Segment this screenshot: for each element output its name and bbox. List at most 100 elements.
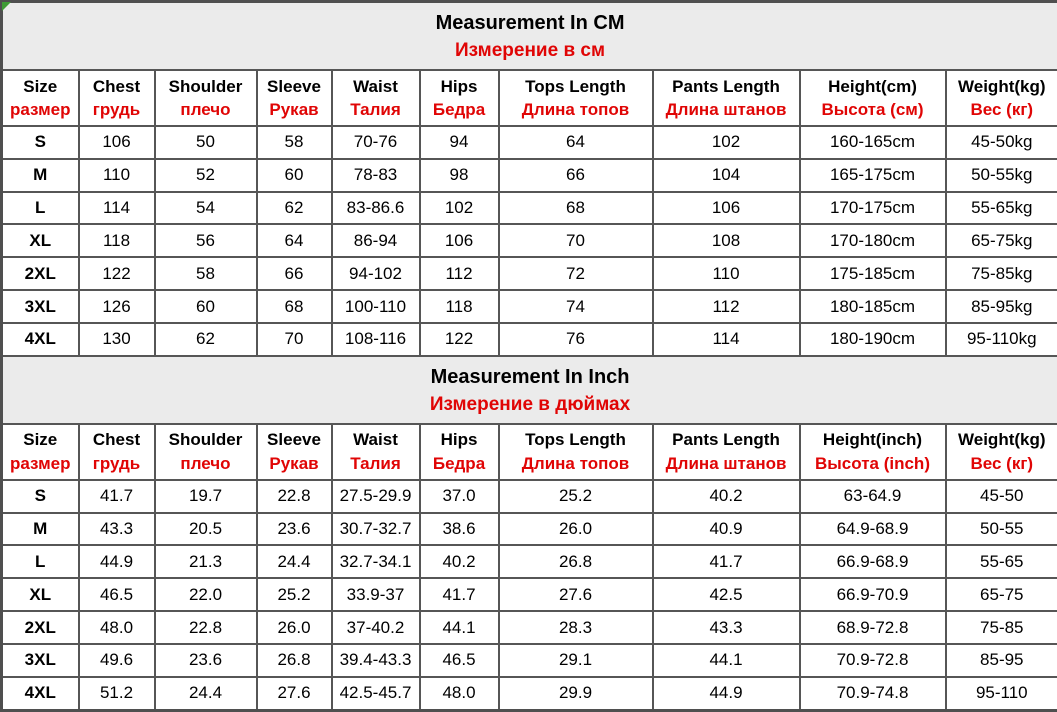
- size-label-cell: XL: [0, 577, 80, 613]
- table-row: S 106 50 58 70-76 94 64 102 160-165cm 45-50kg: [0, 125, 1057, 160]
- column-header-label-ru: Талия: [350, 100, 401, 120]
- value-cell: 66: [497, 157, 654, 193]
- value-cell: 114: [651, 321, 801, 357]
- value-cell: 50-55: [944, 511, 1057, 547]
- value-cell: 74: [497, 289, 654, 324]
- value-cell: 58: [153, 256, 258, 292]
- value-cell: 106: [418, 223, 500, 259]
- value-cell: 85-95kg: [944, 289, 1057, 324]
- column-header-shoulder: Shoulder плечо: [153, 69, 258, 127]
- value-cell: 106: [651, 190, 801, 226]
- size-label-cell: S: [0, 478, 80, 514]
- value-cell: 29.1: [497, 642, 654, 678]
- value-cell: 64: [255, 223, 333, 259]
- column-header-label-ru: Длина штанов: [665, 454, 787, 474]
- column-header-tops-length: Tops Length Длина топов: [497, 69, 654, 127]
- value-cell: 25.2: [255, 577, 333, 613]
- column-header-label-en: Height(inch): [822, 430, 923, 450]
- value-cell: 60: [255, 157, 333, 193]
- value-cell: 70.9-74.8: [798, 675, 947, 712]
- column-header-chest: Chest грудь: [77, 422, 156, 481]
- column-header-sleeve: Sleeve Рукав: [255, 422, 333, 481]
- size-label-cell: 3XL: [0, 289, 80, 324]
- column-header-weight-kg: Weight(kg) Вес (кг): [944, 69, 1057, 127]
- column-header-size: Size размер: [0, 69, 80, 127]
- value-cell: 24.4: [153, 675, 258, 712]
- column-header-sleeve: Sleeve Рукав: [255, 69, 333, 127]
- value-cell: 94: [418, 125, 500, 160]
- value-cell: 68.9-72.8: [798, 610, 947, 645]
- value-cell: 54: [153, 190, 258, 226]
- value-cell: 112: [418, 256, 500, 292]
- value-cell: 49.6: [77, 642, 156, 678]
- value-cell: 50: [153, 125, 258, 160]
- column-header-label-en: Sleeve: [267, 430, 321, 450]
- column-header-height-inch: Height(inch) Высота (inch): [798, 422, 947, 481]
- table-row: 3XL 126 60 68 100-110 118 74 112 180-185cm 85-95k…: [0, 289, 1057, 324]
- value-cell: 20.5: [153, 511, 258, 547]
- size-label-cell: 4XL: [0, 675, 80, 712]
- column-header-weight-kg: Weight(kg) Вес (кг): [944, 422, 1057, 481]
- value-cell: 40.2: [418, 544, 500, 580]
- column-header-label-ru: Длина штанов: [665, 100, 787, 120]
- value-cell: 122: [77, 256, 156, 292]
- value-cell: 108: [651, 223, 801, 259]
- value-cell: 45-50: [944, 478, 1057, 514]
- value-cell: 22.8: [153, 610, 258, 645]
- value-cell: 110: [77, 157, 156, 193]
- column-header-height-cm: Height(cm) Высота (см): [798, 69, 947, 127]
- value-cell: 32.7-34.1: [330, 544, 421, 580]
- table-row: L 114 54 62 83-86.6 102 68 106 170-175cm 55-65kg: [0, 190, 1057, 226]
- size-label-cell: S: [0, 125, 80, 160]
- section-title: Measurement In Inch: [430, 365, 630, 388]
- value-cell: 22.8: [255, 478, 333, 514]
- column-header-label-ru: Рукав: [269, 100, 319, 120]
- value-cell: 64.9-68.9: [798, 511, 947, 547]
- value-cell: 126: [77, 289, 156, 324]
- table-row: 3XL 49.6 23.6 26.8 39.4-43.3 46.5 29.1 44.1 70.9…: [0, 642, 1057, 678]
- column-header-pants-length: Pants Length Длина штанов: [651, 422, 801, 481]
- value-cell: 44.9: [651, 675, 801, 712]
- value-cell: 66: [255, 256, 333, 292]
- column-header-label-en: Waist: [353, 430, 398, 450]
- value-cell: 86-94: [330, 223, 421, 259]
- value-cell: 83-86.6: [330, 190, 421, 226]
- value-cell: 70: [497, 223, 654, 259]
- value-cell: 26.8: [255, 642, 333, 678]
- value-cell: 70-76: [330, 125, 421, 160]
- value-cell: 70.9-72.8: [798, 642, 947, 678]
- table-row: M 43.3 20.5 23.6 30.7-32.7 38.6 26.0 40.9 64.9-6…: [0, 511, 1057, 547]
- value-cell: 75-85kg: [944, 256, 1057, 292]
- column-header-label-en: Waist: [353, 76, 398, 96]
- column-header-label-en: Height(cm): [828, 76, 917, 96]
- column-header-label-en: Pants Length: [672, 76, 780, 96]
- value-cell: 66.9-68.9: [798, 544, 947, 580]
- column-header-label-en: Weight(kg): [958, 76, 1046, 96]
- size-label-cell: XL: [0, 223, 80, 259]
- column-header-row: Size размер Chest грудь Shoulder плечо Sleeve Р…: [0, 69, 1057, 127]
- column-header-chest: Chest грудь: [77, 69, 156, 127]
- value-cell: 175-185cm: [798, 256, 947, 292]
- value-cell: 62: [255, 190, 333, 226]
- value-cell: 94-102: [330, 256, 421, 292]
- value-cell: 63-64.9: [798, 478, 947, 514]
- value-cell: 44.1: [418, 610, 500, 645]
- value-cell: 165-175cm: [798, 157, 947, 193]
- value-cell: 26.0: [497, 511, 654, 547]
- column-header-tops-length: Tops Length Длина топов: [497, 422, 654, 481]
- column-header-label-en: Chest: [92, 76, 141, 96]
- column-header-row: Size размер Chest грудь Shoulder плечо Sleeve Р…: [0, 422, 1057, 481]
- value-cell: 64: [497, 125, 654, 160]
- section-title-cell: Measurement In Inch Измерение в дюймах: [0, 354, 1057, 425]
- value-cell: 39.4-43.3: [330, 642, 421, 678]
- section-band-row: Measurement In Inch Измерение в дюймах: [0, 354, 1057, 425]
- value-cell: 60: [153, 289, 258, 324]
- corner-marker-icon: [2, 2, 11, 11]
- value-cell: 43.3: [77, 511, 156, 547]
- value-cell: 33.9-37: [330, 577, 421, 613]
- column-header-label-en: Tops Length: [525, 430, 626, 450]
- value-cell: 23.6: [153, 642, 258, 678]
- value-cell: 44.1: [651, 642, 801, 678]
- value-cell: 30.7-32.7: [330, 511, 421, 547]
